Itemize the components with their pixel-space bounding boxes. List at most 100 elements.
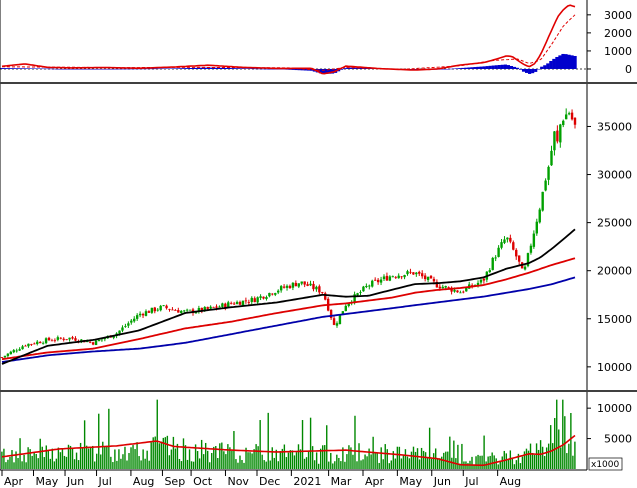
volume-bar <box>144 458 146 469</box>
volume-bar <box>221 442 223 469</box>
candle-body <box>359 291 362 293</box>
candle-body <box>550 150 553 166</box>
histogram-bar <box>121 68 125 70</box>
histogram-bar <box>503 64 507 69</box>
candle-body <box>341 311 345 315</box>
histogram-bar <box>491 65 495 69</box>
volume-bar <box>1 451 3 469</box>
candle-body <box>535 221 538 234</box>
volume-bar <box>83 420 86 469</box>
volume-bar <box>215 446 217 469</box>
histogram-bar <box>570 55 574 69</box>
histogram-bar <box>364 67 368 69</box>
volume-bar <box>358 443 360 469</box>
candle-body <box>74 338 77 341</box>
volume-unit-label: x1000 <box>591 460 620 470</box>
volume-bar <box>31 455 33 469</box>
candle-body <box>203 307 206 312</box>
volume-bar <box>29 449 31 469</box>
volume-bar <box>481 455 483 469</box>
candle-body <box>562 120 565 126</box>
volume-bar <box>362 459 364 469</box>
volume-bar <box>441 456 443 469</box>
histogram-bar <box>534 68 538 72</box>
volume-bar <box>489 455 491 469</box>
volume-bar <box>453 440 455 469</box>
volume-bar <box>231 450 233 469</box>
volume-bar <box>529 443 532 469</box>
volume-bar <box>295 452 298 469</box>
ma-mid-line <box>1 257 576 361</box>
candle-body <box>547 166 550 180</box>
volume-bar <box>164 437 167 469</box>
candle-body <box>344 305 347 312</box>
volume-bar <box>122 454 124 469</box>
volume-bar <box>360 460 362 469</box>
candle-body <box>329 309 333 319</box>
histogram-bar <box>112 68 116 70</box>
volume-bar <box>527 450 530 469</box>
candle-body <box>165 305 168 309</box>
volume-bar <box>394 458 397 469</box>
volume-bar <box>73 459 76 469</box>
histogram-bar <box>146 68 150 70</box>
volume-bar <box>283 444 286 469</box>
histogram-bar <box>561 53 565 69</box>
histogram-bar <box>543 65 547 69</box>
histogram-bar <box>531 68 535 74</box>
candle-body <box>423 275 427 280</box>
volume-bar <box>340 461 342 469</box>
volume-bar <box>430 458 433 469</box>
histogram-bar <box>230 68 235 69</box>
candle-body <box>194 311 198 314</box>
x-tick-label: Sep <box>164 475 185 488</box>
volume-bar <box>13 462 15 469</box>
volume-bar <box>299 449 302 469</box>
candle-body <box>212 306 215 308</box>
volume-bar <box>136 442 138 469</box>
histogram-bar <box>285 68 289 70</box>
candle-body <box>503 239 506 243</box>
volume-bar <box>69 445 72 469</box>
volume-bar <box>116 460 118 469</box>
volume-bar <box>142 449 144 469</box>
volume-bar <box>277 461 280 469</box>
volume-bar <box>209 462 211 469</box>
candle-body <box>80 339 83 342</box>
volume-bar <box>49 458 52 469</box>
volume-bar <box>94 461 96 469</box>
candle-body <box>494 257 497 259</box>
candle-body <box>573 117 577 125</box>
volume-y-axis: 10000 5000 <box>587 402 632 446</box>
histogram-bar <box>106 68 110 70</box>
volume-bar <box>263 460 265 469</box>
histogram-bar <box>297 68 301 71</box>
candle-body <box>385 275 389 281</box>
histogram-bar <box>142 68 147 70</box>
histogram-bar <box>212 67 216 69</box>
candle-body <box>168 308 171 310</box>
volume-bar <box>257 446 259 469</box>
volume-bar <box>556 399 558 469</box>
candle-body <box>441 286 444 289</box>
histogram-bar <box>182 68 186 69</box>
price-tick-label: 25000 <box>597 217 632 230</box>
volume-bar <box>404 449 407 469</box>
price-panel: 35000 30000 25000 20000 15000 10000 <box>0 84 632 390</box>
candle-body <box>447 286 450 288</box>
volume-bar <box>509 450 512 469</box>
volume-bar <box>188 449 191 469</box>
candle-body <box>36 341 39 345</box>
price-tick-label: 35000 <box>597 120 632 133</box>
candle-body <box>394 276 397 278</box>
histogram-bar <box>512 66 517 69</box>
candle-body <box>62 338 65 340</box>
candle-body <box>27 343 30 347</box>
volume-bar <box>253 449 255 469</box>
volume-bar <box>67 444 70 469</box>
candle-body <box>253 298 256 303</box>
histogram-bar <box>252 68 256 70</box>
oscillator-line <box>1 4 576 75</box>
candle-body <box>371 280 374 287</box>
